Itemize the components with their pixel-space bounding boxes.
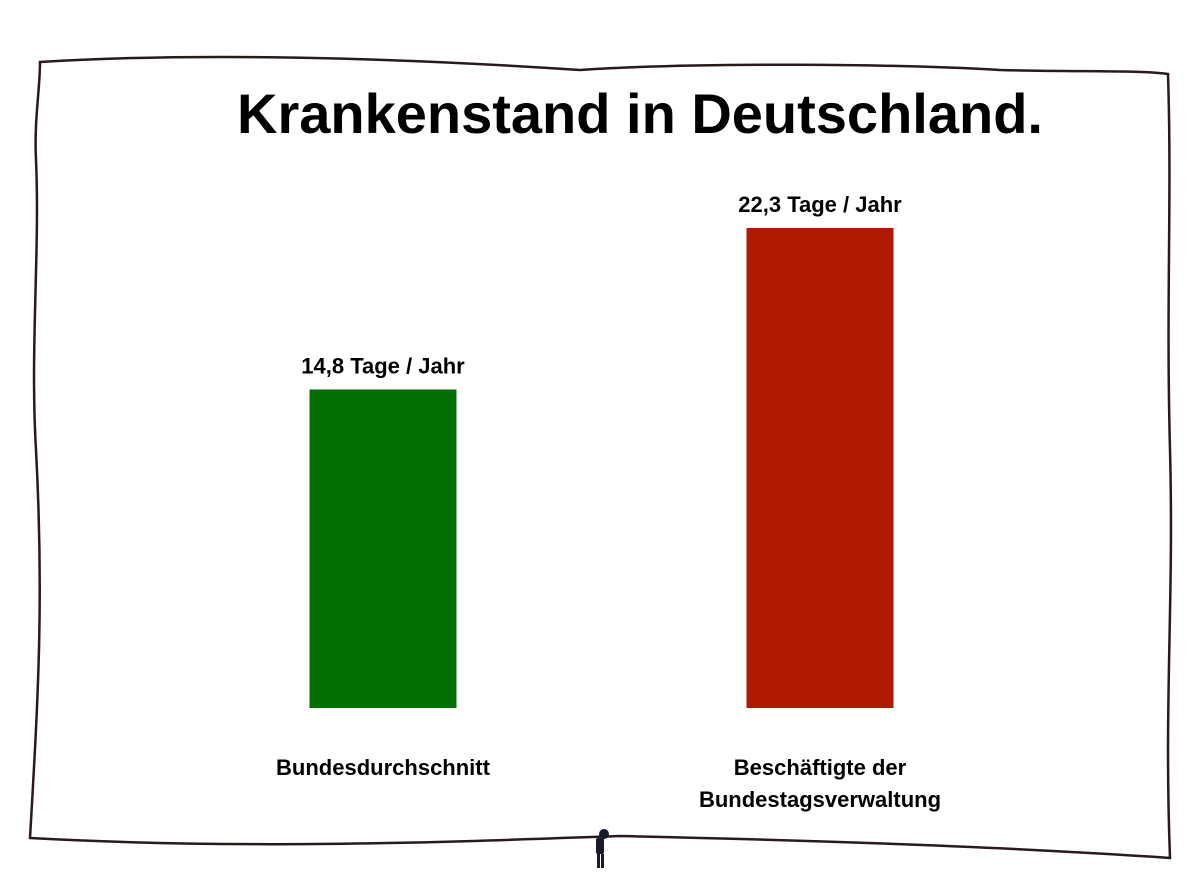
hand-drawn-frame (28, 55, 1173, 860)
bar (309, 389, 457, 708)
category-label: Bundesdurchschnitt (276, 755, 490, 780)
chart-title: Krankenstand in Deutschland. (237, 82, 1043, 145)
category-label: Beschäftigte der Bundestagsverwaltung (698, 755, 942, 812)
bar (746, 228, 894, 708)
value-label: 14,8 Tage / Jahr (301, 353, 465, 378)
value-label: 22,3 Tage / Jahr (738, 192, 902, 217)
figure-icon (596, 829, 609, 868)
